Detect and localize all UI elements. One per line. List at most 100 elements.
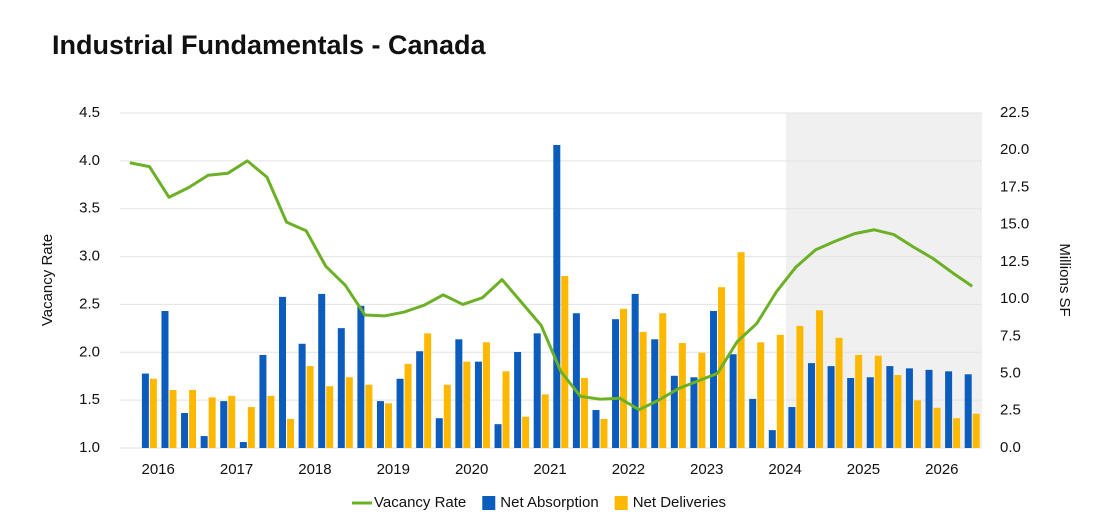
- x-tick-label: 2021: [533, 461, 566, 478]
- bar: [612, 319, 620, 448]
- bar: [905, 368, 913, 448]
- y-tick-label: 4.0: [79, 152, 100, 169]
- bar: [404, 363, 412, 448]
- bar: [337, 328, 345, 448]
- x-tick-label: 2024: [768, 461, 801, 478]
- bar: [416, 351, 424, 448]
- y-tick-label: 1.5: [79, 391, 100, 408]
- bar: [651, 339, 659, 448]
- x-tick-label: 2022: [612, 461, 645, 478]
- bar: [945, 371, 953, 448]
- bar: [474, 361, 482, 448]
- bar: [815, 310, 823, 448]
- bar: [169, 389, 177, 448]
- bar: [886, 366, 894, 448]
- bar: [933, 407, 941, 448]
- bar: [220, 401, 228, 448]
- y2-tick-label: 17.5: [1000, 178, 1029, 195]
- bar: [659, 313, 667, 448]
- bar: [435, 418, 443, 448]
- bar: [749, 398, 757, 448]
- bar: [228, 395, 236, 448]
- bar: [482, 342, 490, 448]
- y2-tick-label: 10.0: [1000, 290, 1029, 307]
- bar: [443, 384, 451, 448]
- y-tick-label: 1.0: [79, 439, 100, 456]
- bar: [494, 424, 502, 448]
- bar: [455, 339, 463, 448]
- bar: [788, 407, 796, 448]
- bar: [620, 308, 628, 448]
- y2-tick-label: 20.0: [1000, 141, 1029, 158]
- x-tick-label: 2019: [377, 461, 410, 478]
- bar: [161, 311, 169, 448]
- y2-tick-label: 2.5: [1000, 402, 1021, 419]
- bar: [561, 276, 569, 448]
- bar: [866, 377, 874, 448]
- line: [129, 159, 974, 412]
- legend-label: Vacancy Rate: [374, 494, 466, 511]
- y2-tick-label: 5.0: [1000, 365, 1021, 382]
- bar: [776, 334, 784, 448]
- bar: [502, 371, 510, 448]
- bar: [768, 430, 776, 448]
- bar: [239, 442, 247, 448]
- x-tick-label: 2023: [690, 461, 723, 478]
- bar: [678, 343, 686, 448]
- bar: [757, 342, 765, 448]
- x-tick-label: 2018: [298, 461, 331, 478]
- y2-tick-label: 7.5: [1000, 327, 1021, 344]
- bar: [522, 416, 530, 448]
- y2-tick-label: 15.0: [1000, 216, 1029, 233]
- bar: [847, 378, 855, 448]
- bar: [298, 343, 306, 448]
- y-tick-label: 2.0: [79, 343, 100, 360]
- forecast-shading: [786, 113, 982, 448]
- x-tick-label: 2016: [142, 461, 175, 478]
- bar: [972, 413, 980, 448]
- y-tick-label: 3.5: [79, 200, 100, 217]
- bar: [181, 413, 189, 448]
- y-tick-label: 3.0: [79, 248, 100, 265]
- y-axis-label: Vacancy Rate: [39, 234, 56, 326]
- bar: [953, 418, 961, 448]
- bar: [553, 145, 561, 448]
- bar: [913, 400, 921, 448]
- x-tick-label: 2017: [220, 461, 253, 478]
- y-tick-label: 4.5: [79, 104, 100, 121]
- bar: [827, 366, 835, 448]
- y-tick-label: 2.5: [79, 295, 100, 312]
- legend-label: Net Absorption: [500, 494, 598, 511]
- bar: [376, 401, 384, 448]
- y2-tick-label: 12.5: [1000, 253, 1029, 270]
- legend-swatch: [482, 496, 496, 510]
- bar: [631, 293, 639, 448]
- y2-tick-label: 0.0: [1000, 439, 1021, 456]
- bar: [365, 384, 373, 448]
- bar: [874, 355, 882, 448]
- bar: [835, 337, 843, 448]
- bar: [326, 386, 334, 448]
- legend-label: Net Deliveries: [633, 494, 726, 511]
- bar: [925, 369, 933, 448]
- x-tick-label: 2025: [847, 461, 880, 478]
- bar: [855, 354, 863, 448]
- bar: [807, 363, 815, 448]
- bar: [796, 325, 804, 448]
- bar: [345, 377, 353, 448]
- bar: [710, 311, 718, 448]
- legend-swatch: [614, 496, 628, 510]
- x-tick-label: 2020: [455, 461, 488, 478]
- bar: [357, 305, 365, 448]
- bar: [698, 352, 706, 448]
- bar: [318, 293, 326, 448]
- bar: [247, 407, 255, 448]
- bar: [396, 378, 404, 448]
- bar: [670, 375, 678, 448]
- bar: [964, 374, 972, 448]
- chart-title: Industrial Fundamentals - Canada: [52, 30, 487, 60]
- bar: [690, 377, 698, 448]
- bar: [141, 373, 149, 448]
- bar: [200, 436, 208, 448]
